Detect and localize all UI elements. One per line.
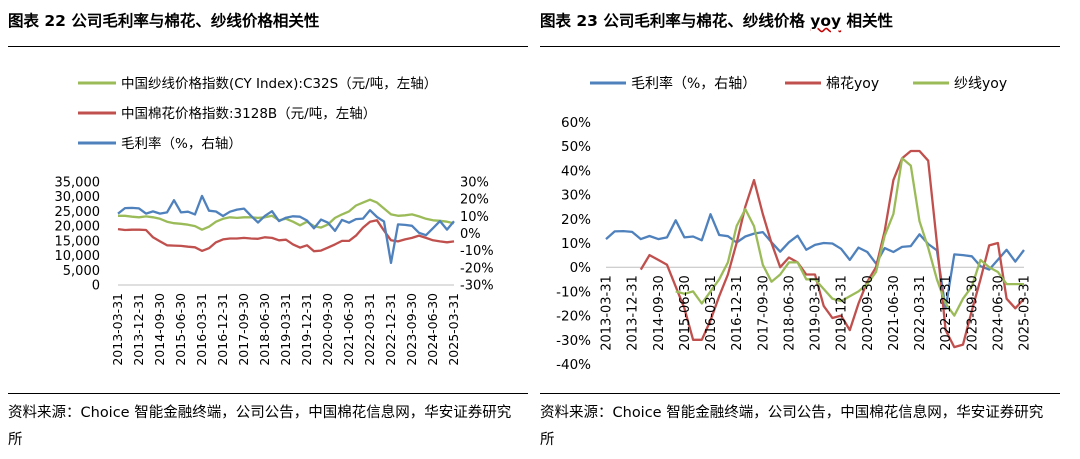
right-title-main: 图表 23 公司毛利率与棉花、纱线价格 (540, 12, 811, 30)
x-tick-label: 2017-09-30 (756, 275, 771, 351)
right-top-divider (540, 46, 1060, 47)
left-chart-panel: 图表 22 公司毛利率与棉花、纱线价格相关性 中国纱线价格指数(CY Index… (8, 0, 528, 459)
x-tick-label: 2023-09-30 (404, 293, 419, 366)
x-tick-label: 2013-03-31 (110, 293, 125, 366)
right-y-tick-label: -20% (460, 261, 494, 276)
x-tick-label: 2024-06-30 (425, 293, 440, 366)
x-tick-label: 2016-12-31 (730, 275, 745, 351)
y-tick-label: -40% (556, 357, 591, 373)
right-chart-title: 图表 23 公司毛利率与棉花、纱线价格 yoy 相关性 (540, 9, 893, 31)
x-tick-label: 2019-12-31 (835, 275, 850, 351)
right-bottom-divider (540, 393, 1060, 394)
x-tick-label: 2022-12-31 (383, 293, 398, 366)
y-tick-label: 30% (561, 188, 591, 204)
right-y-tick-label: 30% (460, 176, 489, 191)
line-series-0 (605, 213, 1025, 310)
left-chart-svg: 中国纱线价格指数(CY Index):C32S（元/吨，左轴） 中国棉花价格指数:… (55, 76, 494, 366)
legend-label-series-2: 纱线yoy (954, 76, 1007, 92)
x-tick-label: 2019-12-31 (299, 293, 314, 366)
y-tick-label: -30% (556, 333, 591, 349)
x-tick-label: 2022-03-31 (913, 275, 928, 351)
x-tick-label: 2020-09-30 (320, 293, 335, 366)
x-tick-label: 2019-03-31 (278, 293, 293, 366)
x-tick-label: 2017-09-30 (236, 293, 251, 366)
x-tick-label: 2021-06-30 (887, 275, 902, 351)
y-tick-label: 50% (561, 139, 591, 155)
left-source-note: 资料来源：Choice 智能金融终端，公司公告，中国棉花信息网，华安证券研究所 (8, 405, 512, 448)
x-tick-label: 2019-03-31 (809, 275, 824, 351)
right-y-tick-label: -30% (460, 279, 494, 294)
x-tick-label: 2013-12-31 (626, 275, 641, 351)
x-tick-label: 2015-06-30 (678, 275, 693, 351)
right-chart-panel: 图表 23 公司毛利率与棉花、纱线价格 yoy 相关性 毛利率（%，右轴） 棉花y… (540, 0, 1060, 459)
line-series-2 (675, 157, 1024, 317)
left-bottom-divider (8, 393, 528, 394)
right-y-tick-label: 20% (460, 193, 489, 208)
left-chart-title: 图表 22 公司毛利率与棉花、纱线价格相关性 (8, 12, 320, 30)
x-tick-label: 2022-12-31 (939, 275, 954, 351)
right-y-tick-label: -10% (460, 244, 494, 259)
line-series-0 (117, 219, 455, 253)
x-tick-label: 2015-06-30 (173, 293, 188, 366)
left-y-tick-label: 10,000 (55, 249, 101, 264)
x-tick-label: 2016-03-31 (194, 293, 209, 366)
legend-label-series-2: 毛利率（%，右轴） (121, 135, 242, 152)
right-source-note: 资料来源：Choice 智能金融终端，公司公告，中国棉花信息网，华安证券研究所 (540, 405, 1044, 448)
x-tick-label: 2021-06-30 (341, 293, 356, 366)
y-tick-label: 40% (561, 163, 591, 179)
y-tick-label: 0% (570, 260, 592, 276)
y-tick-label: -20% (556, 309, 591, 325)
x-tick-label: 2025-03-31 (446, 293, 461, 366)
x-tick-label: 2013-12-31 (131, 293, 146, 366)
legend-label-series-0: 中国棉花价格指数:3128B（元/吨，左轴） (121, 106, 376, 122)
y-tick-label: 60% (561, 115, 591, 131)
left-y-tick-label: 15,000 (55, 234, 101, 249)
x-tick-label: 2013-03-31 (600, 275, 615, 351)
x-tick-label: 2018-06-30 (257, 293, 272, 366)
x-tick-label: 2023-09-30 (965, 275, 980, 351)
legend-label-series-0: 毛利率（%，右轴） (631, 75, 756, 92)
right-title-yoy: yoy (810, 12, 842, 30)
y-tick-label: 20% (561, 212, 591, 228)
left-y-tick-label: 5,000 (63, 264, 100, 279)
x-tick-label: 2024-06-30 (991, 275, 1006, 351)
right-y-tick-label: 10% (460, 210, 489, 225)
right-y-tick-label: 0% (460, 227, 481, 242)
x-tick-label: 2022-03-31 (362, 293, 377, 366)
x-tick-label: 2016-03-31 (704, 275, 719, 351)
x-tick-label: 2016-12-31 (215, 293, 230, 366)
left-y-tick-label: 0 (92, 279, 100, 294)
left-y-tick-label: 30,000 (55, 190, 101, 205)
legend-label-series-1: 中国纱线价格指数(CY Index):C32S（元/吨，左轴） (121, 76, 437, 92)
x-tick-label: 2018-06-30 (782, 275, 797, 351)
left-y-tick-label: 35,000 (55, 176, 101, 191)
x-tick-label: 2014-09-30 (152, 293, 167, 366)
y-tick-label: 10% (561, 236, 591, 252)
line-series-1 (639, 149, 1025, 349)
y-tick-label: -10% (556, 284, 591, 300)
x-tick-label: 2020-09-30 (861, 275, 876, 351)
right-title-tail: 相关性 (841, 12, 894, 30)
left-top-divider (8, 46, 528, 47)
x-tick-label: 2025-03-31 (1018, 275, 1033, 351)
left-y-tick-label: 20,000 (55, 220, 101, 235)
x-tick-label: 2014-09-30 (652, 275, 667, 351)
right-chart-svg: 毛利率（%，右轴） 棉花yoy 纱线yoy -40% -30% -20% -10% 0% 10%… (556, 75, 1033, 373)
legend-label-series-1: 棉花yoy (826, 75, 879, 92)
left-y-tick-label: 25,000 (55, 205, 101, 220)
line-series-2 (117, 194, 455, 265)
